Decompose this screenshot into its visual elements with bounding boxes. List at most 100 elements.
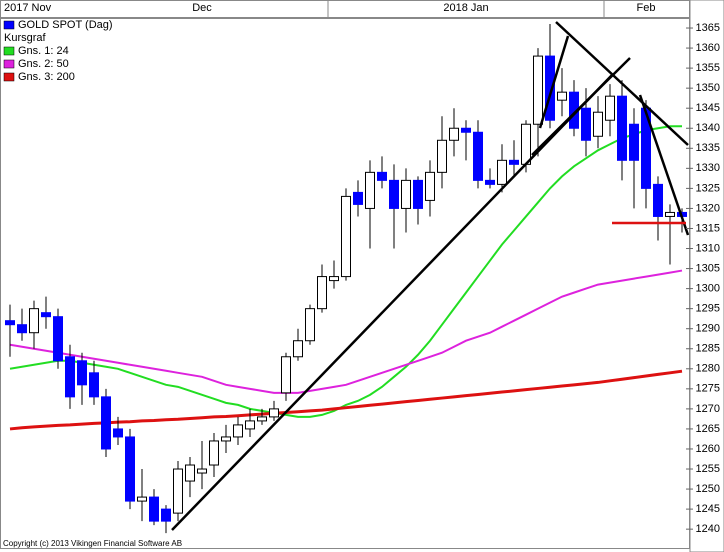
candle-body: [149, 496, 159, 522]
moving-average-line: [9, 125, 682, 418]
candle-body: [629, 123, 639, 161]
candle-body: [257, 416, 267, 422]
moving-average-line: [9, 269, 683, 394]
candle-body: [401, 179, 411, 209]
candle-body: [353, 191, 363, 205]
legend-label: Kursgraf: [4, 32, 47, 44]
candle-body: [89, 372, 99, 398]
y-tick-label: 1290: [696, 323, 720, 335]
y-tick-label: 1325: [696, 182, 720, 194]
candle-body: [473, 131, 483, 181]
y-tick-label: 1275: [696, 383, 720, 395]
y-tick-label: 1355: [696, 62, 720, 74]
y-tick-label: 1295: [696, 303, 720, 315]
candle-body: [533, 55, 543, 125]
legend-swatch: [3, 72, 15, 82]
candle-body: [665, 211, 675, 217]
trend-line: [538, 35, 570, 129]
candle-body: [65, 356, 75, 398]
trend-line: [171, 74, 613, 531]
candle-body: [137, 496, 147, 502]
legend-label: Gns. 3: 200: [18, 71, 75, 83]
candle-body: [17, 324, 27, 334]
x-axis-label: Feb: [637, 2, 656, 14]
candle-body: [521, 123, 531, 165]
y-tick-label: 1255: [696, 463, 720, 475]
candle-body: [425, 171, 435, 201]
candle-body: [77, 360, 87, 386]
y-tick-label: 1280: [696, 363, 720, 375]
x-axis-label: Dec: [192, 2, 212, 14]
legend-swatch: [3, 59, 15, 69]
trend-lines: [171, 21, 690, 531]
candle-body: [173, 468, 183, 514]
candle-body: [185, 464, 195, 482]
moving-average-line: [9, 369, 683, 431]
y-tick-label: 1310: [696, 242, 720, 254]
y-tick-label: 1330: [696, 162, 720, 174]
candle-body: [5, 320, 15, 326]
copyright: Copyright (c) 2013 Vikingen Financial So…: [3, 539, 182, 548]
y-tick-label: 1335: [696, 142, 720, 154]
legend-swatch: [3, 20, 15, 30]
x-axis-label: 2018 Jan: [443, 2, 488, 14]
legend-label: GOLD SPOT (Dag): [18, 19, 113, 31]
y-tick-label: 1265: [696, 423, 720, 435]
candle-body: [329, 276, 339, 282]
candle-body: [317, 276, 327, 310]
y-tick-label: 1250: [696, 483, 720, 495]
y-tick-label: 1270: [696, 403, 720, 415]
candle-body: [233, 424, 243, 438]
candle-body: [113, 428, 123, 438]
candle-body: [341, 195, 351, 278]
trend-line: [638, 94, 690, 236]
candle-body: [461, 127, 471, 133]
candle-body: [509, 159, 519, 165]
candle-body: [617, 95, 627, 161]
candle-body: [197, 468, 207, 474]
candle-body: [413, 179, 423, 209]
candle-body: [53, 316, 63, 362]
candle-body: [41, 312, 51, 318]
y-tick-label: 1260: [696, 443, 720, 455]
candle-body: [281, 356, 291, 394]
top-axis: [0, 0, 690, 18]
candle-body: [497, 159, 507, 185]
candle-body: [485, 179, 495, 185]
legend-label: Gns. 1: 24: [18, 45, 69, 57]
candle-body: [653, 183, 663, 217]
trend-line: [555, 21, 689, 146]
candle-body: [293, 340, 303, 358]
y-tick-label: 1320: [696, 202, 720, 214]
legend-swatch: [3, 46, 15, 56]
candle-body: [305, 308, 315, 342]
candle-body: [221, 436, 231, 442]
y-tick-label: 1340: [696, 122, 720, 134]
plot: [5, 24, 687, 534]
candle-body: [269, 408, 279, 418]
candle-body: [209, 440, 219, 466]
y-tick-label: 1245: [696, 503, 720, 515]
candle-body: [389, 179, 399, 209]
candle-body: [593, 111, 603, 137]
candle-body: [605, 95, 615, 121]
y-tick-label: 1345: [696, 102, 720, 114]
candle-body: [557, 91, 567, 101]
y-tick-label: 1300: [696, 283, 720, 295]
candle-body: [377, 171, 387, 181]
candle-body: [365, 171, 375, 209]
y-tick-label: 1365: [696, 22, 720, 34]
y-axis-panel: [689, 0, 724, 552]
y-tick-label: 1350: [696, 82, 720, 94]
candle-body: [29, 308, 39, 334]
candle-body: [581, 107, 591, 141]
y-tick-label: 1285: [696, 343, 720, 355]
legend-label: Gns. 2: 50: [18, 58, 69, 70]
candle-body: [161, 508, 171, 522]
y-tick-label: 1240: [696, 523, 720, 535]
candle-body: [437, 139, 447, 173]
candle-body: [641, 107, 651, 189]
